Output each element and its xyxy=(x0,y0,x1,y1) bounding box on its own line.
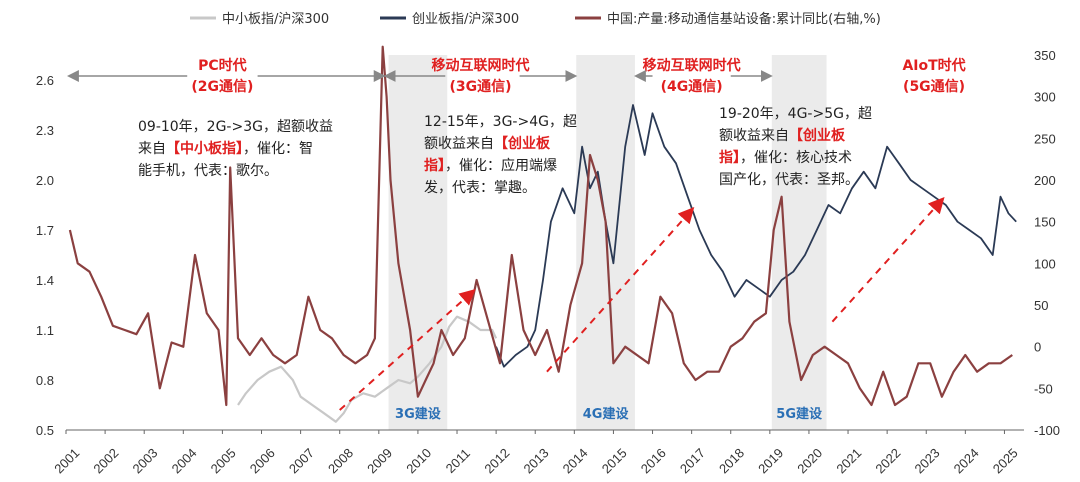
era-subtitle-1: (2G通信) xyxy=(191,78,253,95)
annotation-2-line-1: 12-15年，3G->4G，超 xyxy=(424,114,577,130)
right-axis-tick-2: 0 xyxy=(1034,340,1041,355)
annotation-1-line-1: 09-10年，2G->3G，超额收益 xyxy=(138,119,333,135)
x-axis-tick-12: 2013 xyxy=(521,445,552,476)
trend-arrows xyxy=(339,197,945,411)
axes: 0.5 0.8 1.1 1.4 1.7 2.0 2.3 2.6 -100 -50 0 50 100 150… xyxy=(36,48,1060,476)
right-axis-tick-5: 150 xyxy=(1034,215,1056,230)
x-axis-tick-21: 2022 xyxy=(872,445,903,476)
era-subtitle-2: (3G通信) xyxy=(449,78,511,95)
left-axis-tick-1: 0.8 xyxy=(36,373,54,388)
left-axis-tick-3: 1.4 xyxy=(36,273,54,288)
era-labels: PC时代 (2G通信) 移动互联网时代 (3G通信) 移动互联网时代 (4G通信) AIoT… xyxy=(66,57,966,95)
series-lines xyxy=(68,45,1017,423)
series-line-3 xyxy=(68,45,1013,407)
shaded-period-label-3: 5G建设 xyxy=(776,406,823,422)
right-axis-tick-0: -100 xyxy=(1034,423,1060,438)
annotation-2-line-4: 发，代表：掌趣。 xyxy=(424,180,536,196)
x-axis-tick-24: 2025 xyxy=(990,445,1021,476)
right-axis-tick-4: 100 xyxy=(1034,256,1056,271)
x-axis-tick-0: 2001 xyxy=(51,445,82,476)
legend: 中小板指/沪深300 创业板指/沪深300 中国:产量:移动通信基站设备:累计同比(… xyxy=(190,11,881,27)
x-axis-tick-17: 2018 xyxy=(716,445,747,476)
era-title-1: PC时代 xyxy=(198,57,247,74)
annotation-1-line-2: 来自【中小板指】，催化：智 xyxy=(138,140,313,157)
x-axis-tick-11: 2012 xyxy=(481,445,512,476)
legend-label-1: 中小板指/沪深300 xyxy=(222,11,329,27)
trend-arrow-3 xyxy=(831,197,945,323)
series-line-1 xyxy=(237,315,498,423)
trend-arrow-2 xyxy=(546,207,695,373)
right-axis-tick-7: 250 xyxy=(1034,131,1056,146)
x-axis-tick-3: 2004 xyxy=(169,445,200,476)
left-axis-tick-4: 1.7 xyxy=(36,223,54,238)
x-axis-tick-10: 2011 xyxy=(443,446,473,476)
left-axis-tick-7: 2.6 xyxy=(36,73,54,88)
annotation-1-line-3: 能手机，代表：歌尔。 xyxy=(138,163,278,179)
x-axis-tick-9: 2010 xyxy=(403,445,434,476)
series-line-2 xyxy=(495,104,1017,368)
x-axis-tick-14: 2015 xyxy=(599,445,630,476)
trend-arrow-1 xyxy=(339,289,476,411)
x-axis-tick-18: 2019 xyxy=(755,445,786,476)
x-axis-tick-20: 2021 xyxy=(833,445,864,476)
annotation-3-line-1: 19-20年，4G->5G，超 xyxy=(719,106,872,122)
x-axis-tick-23: 2024 xyxy=(951,445,982,476)
shaded-period-1 xyxy=(388,55,448,430)
x-axis-tick-4: 2005 xyxy=(208,445,239,476)
annotation-2-line-3: 指】，催化：应用端爆 xyxy=(424,157,557,174)
left-axis-tick-5: 2.0 xyxy=(36,173,54,188)
x-axis-tick-19: 2020 xyxy=(794,445,825,476)
x-axis-tick-7: 2008 xyxy=(325,445,356,476)
x-axis-tick-8: 2009 xyxy=(364,445,395,476)
shaded-period-label-2: 4G建设 xyxy=(583,406,630,422)
x-axis-tick-6: 2007 xyxy=(286,445,317,476)
annotations: 09-10年，2G->3G，超额收益来自【中小板指】，催化：智能手机，代表：歌尔… xyxy=(138,106,872,196)
annotation-2-line-2: 额收益来自【创业板 xyxy=(424,135,551,152)
x-axis-tick-15: 2016 xyxy=(638,445,669,476)
legend-label-2: 创业板指/沪深300 xyxy=(412,11,519,27)
x-axis-tick-2: 2003 xyxy=(129,445,160,476)
era-title-2: 移动互联网时代 xyxy=(431,57,529,74)
right-axis-tick-8: 300 xyxy=(1034,90,1056,105)
right-axis-tick-1: -50 xyxy=(1034,381,1053,396)
right-axis-tick-6: 200 xyxy=(1034,173,1056,188)
shaded-period-2 xyxy=(576,55,635,430)
x-axis-tick-13: 2014 xyxy=(560,445,591,476)
legend-label-3: 中国:产量:移动通信基站设备:累计同比(右轴,%) xyxy=(607,11,881,27)
era-title-4: AIoT时代 xyxy=(902,57,965,74)
right-axis-tick-9: 350 xyxy=(1034,48,1056,63)
right-axis-tick-3: 50 xyxy=(1034,298,1048,313)
era-title-3: 移动互联网时代 xyxy=(643,57,741,74)
x-axis-tick-16: 2017 xyxy=(677,445,708,476)
annotation-3-line-4: 国产化，代表：圣邦。 xyxy=(719,172,859,188)
shaded-period-label-1: 3G建设 xyxy=(395,406,442,422)
annotation-3-line-3: 指】，催化：核心技术 xyxy=(719,149,852,166)
era-subtitle-3: (4G通信) xyxy=(661,78,723,95)
era-subtitle-4: (5G通信) xyxy=(903,78,965,95)
left-axis-tick-2: 1.1 xyxy=(36,323,54,338)
left-axis-tick-0: 0.5 xyxy=(36,423,54,438)
annotation-3-line-2: 额收益来自【创业板 xyxy=(719,127,846,144)
x-axis-tick-1: 2002 xyxy=(90,445,121,476)
x-axis-tick-22: 2023 xyxy=(912,445,943,476)
x-axis-tick-5: 2006 xyxy=(247,445,278,476)
left-axis-tick-6: 2.3 xyxy=(36,123,54,138)
